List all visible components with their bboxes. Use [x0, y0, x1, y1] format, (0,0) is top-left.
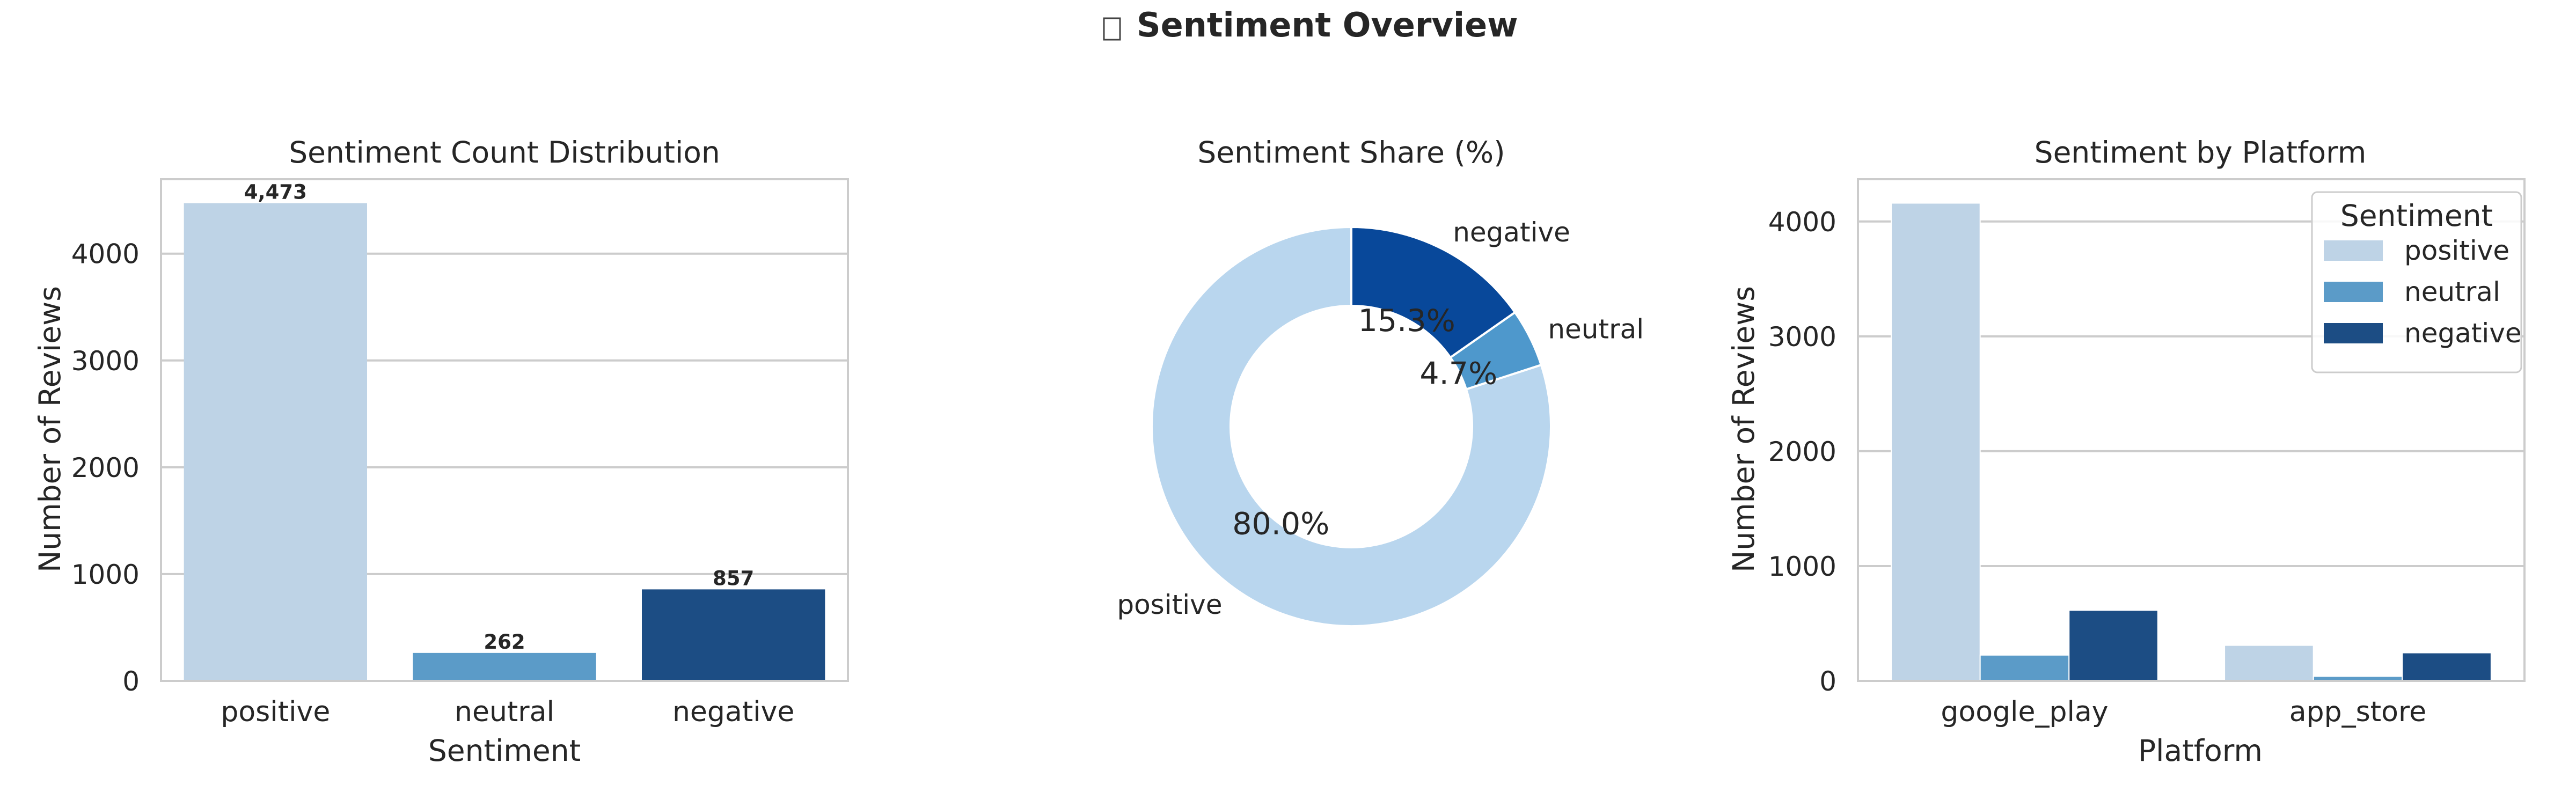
- share-slice-negative: [1350, 225, 1517, 359]
- count-y-tick: 1000: [71, 559, 140, 590]
- count-value-label: 857: [713, 567, 754, 590]
- share-chart-title: Sentiment Share (%): [1197, 135, 1505, 170]
- legend-title: Sentiment: [2340, 199, 2493, 233]
- platform-bar-google_play-neutral: [1979, 654, 2070, 682]
- platform-y-tick: 4000: [1768, 207, 1836, 238]
- platform-bar-google_play-positive: [1891, 202, 1981, 681]
- platform-chart-x-ticks: google_play app_store: [1941, 696, 2426, 728]
- platform-chart-y-label: Number of Reviews: [1726, 286, 1761, 573]
- platform-panel: Sentiment by Platform 01000200030004000 …: [1726, 135, 2526, 768]
- share-pct-label: 80.0%: [1232, 507, 1329, 542]
- count-chart-title: Sentiment Count Distribution: [289, 135, 720, 170]
- count-bar-negative: [642, 589, 825, 681]
- platform-chart-frame: [1857, 178, 2526, 682]
- legend-swatch-negative: [2324, 323, 2383, 343]
- share-label: neutral: [1548, 314, 1644, 345]
- count-y-tick: 3000: [71, 346, 140, 377]
- count-x-tick: positive: [221, 696, 330, 728]
- count-x-tick: negative: [672, 696, 794, 728]
- share-label: positive: [1117, 589, 1222, 620]
- platform-bar-google_play-negative: [2068, 610, 2158, 682]
- chart-icon: [1103, 17, 1121, 41]
- platform-bar-app_store-positive: [2224, 644, 2314, 682]
- sentiment-share-panel: Sentiment Share (%) positive 80.0% neutral…: [1117, 135, 1644, 627]
- platform-y-tick: 3000: [1768, 321, 1836, 353]
- platform-bar-app_store-negative: [2402, 652, 2492, 681]
- count-x-tick: neutral: [455, 696, 554, 728]
- count-y-tick: 0: [122, 666, 140, 697]
- share-pct-label: 4.7%: [1419, 356, 1497, 392]
- legend-swatch-positive: [2324, 240, 2383, 261]
- legend-entry-positive: positive: [2404, 235, 2509, 266]
- count-chart-y-label: Number of Reviews: [33, 286, 67, 573]
- count-value-label: 4,473: [244, 181, 307, 204]
- count-bar-neutral: [413, 652, 596, 681]
- share-chart-labels: positive 80.0% neutral 4.7% negative 15.3%: [1117, 217, 1644, 620]
- platform-x-tick: app_store: [2289, 696, 2426, 728]
- figure-title: Sentiment Overview: [1137, 5, 1518, 45]
- platform-chart-y-ticks: 0 1000 2000 3000 4000: [1768, 207, 1836, 697]
- platform-x-tick: google_play: [1941, 696, 2108, 728]
- count-chart-x-label: Sentiment: [428, 733, 581, 768]
- figure-title-group: Sentiment Overview: [1103, 5, 1518, 45]
- legend-swatch-neutral: [2324, 282, 2383, 302]
- platform-y-tick: 1000: [1768, 551, 1836, 582]
- share-slice-positive: [1151, 225, 1552, 627]
- platform-chart-legend: Sentiment positive neutral negative: [2311, 191, 2522, 373]
- count-y-tick: 2000: [71, 452, 140, 483]
- platform-y-tick: 2000: [1768, 436, 1836, 467]
- platform-chart-x-label: Platform: [2138, 733, 2263, 768]
- count-distribution-panel: Sentiment Count Distribution 4,473 262 857…: [33, 135, 849, 768]
- share-pct-label: 15.3%: [1358, 303, 1455, 339]
- count-chart-frame: [160, 178, 849, 682]
- legend-entry-negative: negative: [2404, 318, 2522, 349]
- count-chart-y-ticks: 0 1000 2000 3000 4000: [71, 239, 140, 697]
- legend-entry-neutral: neutral: [2404, 276, 2500, 307]
- platform-y-tick: 0: [1819, 666, 1836, 697]
- share-chart-slices: [1151, 225, 1552, 627]
- platform-chart-title: Sentiment by Platform: [2035, 135, 2367, 170]
- share-label: negative: [1453, 217, 1570, 248]
- count-value-label: 262: [484, 630, 525, 654]
- count-chart-bars: 4,473 262 857: [184, 181, 825, 681]
- count-y-tick: 4000: [71, 239, 140, 270]
- count-bar-positive: [184, 203, 367, 681]
- count-chart-x-ticks: positive neutral negative: [221, 696, 794, 728]
